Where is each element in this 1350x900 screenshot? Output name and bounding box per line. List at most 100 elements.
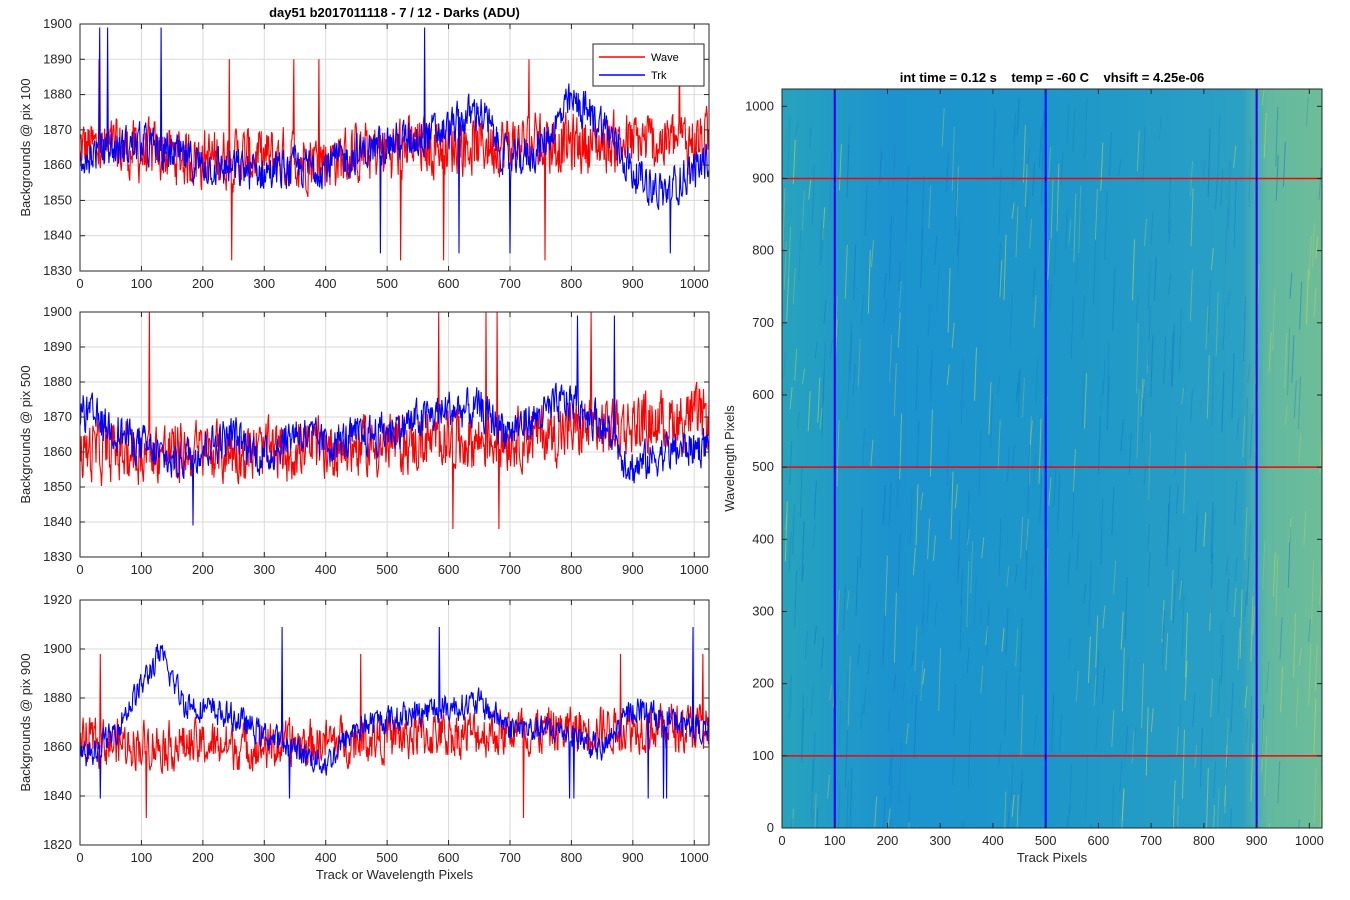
- texture-streak: [1025, 518, 1029, 550]
- series-lines: [79, 626, 710, 819]
- texture-streak: [913, 694, 917, 760]
- texture-streak: [955, 166, 959, 217]
- y-tick-label: 1880: [43, 87, 72, 102]
- texture-streak: [1178, 308, 1182, 372]
- texture-streak: [1171, 323, 1175, 387]
- texture-streak: [1041, 113, 1044, 152]
- texture-streak: [1170, 331, 1174, 388]
- texture-streak: [954, 484, 958, 509]
- texture-streak: [791, 808, 794, 828]
- y-tick-label: 1880: [43, 690, 72, 705]
- texture-streak: [1016, 369, 1020, 396]
- texture-streak: [814, 793, 817, 828]
- texture-streak: [1067, 803, 1071, 828]
- texture-streak: [811, 808, 815, 828]
- texture-streak: [855, 556, 859, 617]
- texture-streak: [1244, 591, 1247, 618]
- texture-streak: [1222, 303, 1226, 351]
- texture-streak: [1227, 291, 1231, 308]
- texture-streak: [934, 602, 937, 628]
- texture-streak: [956, 229, 960, 257]
- texture-streak: [844, 730, 848, 789]
- texture-streak: [1015, 206, 1019, 258]
- texture-streak: [916, 420, 920, 468]
- texture-streak: [1104, 191, 1108, 261]
- texture-streak: [1135, 323, 1139, 394]
- texture-streak: [951, 322, 955, 348]
- texture-streak: [893, 592, 897, 663]
- texture-streak: [1075, 257, 1079, 285]
- texture-streak: [892, 143, 896, 189]
- texture-streak: [1311, 560, 1315, 625]
- texture-streak: [846, 590, 850, 610]
- texture-streak: [1205, 305, 1209, 350]
- texture-streak: [966, 647, 970, 674]
- texture-streak: [1087, 636, 1091, 684]
- x-tick-label: 800: [1193, 833, 1215, 848]
- texture-streak: [1146, 340, 1150, 374]
- legend-label-wave: Wave: [651, 52, 679, 64]
- texture-streak: [829, 151, 833, 220]
- texture-streak: [1178, 703, 1182, 743]
- y-tick-label: 500: [752, 459, 774, 474]
- texture-streak: [966, 561, 970, 628]
- texture-streak: [1172, 583, 1176, 624]
- texture-streak: [1293, 613, 1296, 678]
- texture-streak: [792, 139, 796, 185]
- texture-streak: [1029, 420, 1033, 446]
- texture-streak: [1102, 667, 1105, 704]
- y-tick-label: 800: [752, 243, 774, 258]
- texture-streak: [1210, 247, 1214, 271]
- texture-streak: [1295, 687, 1299, 728]
- texture-streak: [938, 648, 942, 712]
- heatmap-texture: [782, 89, 1322, 828]
- texture-streak: [908, 793, 911, 828]
- y-axis-label: Backgrounds @ pix 100: [18, 78, 33, 216]
- texture-streak: [1150, 708, 1154, 732]
- texture-streak: [1006, 566, 1010, 588]
- x-tick-label: 100: [131, 850, 153, 865]
- texture-streak: [966, 489, 970, 543]
- texture-streak: [820, 637, 824, 669]
- texture-streak: [963, 820, 966, 828]
- texture-streak: [836, 590, 840, 635]
- x-tick-label: 200: [192, 562, 214, 577]
- x-tick-label: 1000: [680, 276, 709, 291]
- y-tick-label: 1900: [43, 16, 72, 31]
- texture-streak: [951, 126, 955, 191]
- texture-streak: [862, 427, 866, 467]
- texture-streak: [1148, 432, 1152, 500]
- texture-streak: [1083, 583, 1087, 604]
- texture-streak: [1217, 788, 1220, 828]
- legend: Wave Trk: [592, 43, 705, 87]
- texture-streak: [871, 239, 874, 268]
- x-tick-label: 100: [824, 833, 846, 848]
- texture-streak: [1059, 714, 1062, 754]
- texture-streak: [1163, 337, 1167, 384]
- texture-streak: [1166, 503, 1170, 567]
- texture-streak: [814, 341, 818, 359]
- texture-streak: [1237, 627, 1241, 671]
- texture-streak: [1004, 671, 1008, 736]
- texture-streak: [801, 190, 805, 231]
- texture-streak: [812, 522, 816, 549]
- x-tick-label: 0: [76, 276, 83, 291]
- texture-streak: [1010, 762, 1014, 802]
- texture-streak: [1056, 163, 1060, 232]
- texture-streak: [845, 669, 849, 721]
- texture-streak: [1042, 409, 1046, 460]
- texture-streak: [1308, 619, 1311, 642]
- texture-streak: [882, 611, 886, 666]
- texture-streak: [1298, 376, 1301, 430]
- texture-streak: [1106, 340, 1110, 406]
- texture-streak: [1234, 557, 1238, 582]
- texture-streak: [792, 267, 796, 305]
- texture-streak: [1272, 289, 1276, 350]
- texture-streak: [788, 531, 792, 573]
- texture-streak: [1005, 607, 1009, 657]
- texture-streak: [898, 737, 902, 802]
- texture-streak: [929, 349, 933, 404]
- texture-streak: [1244, 685, 1248, 709]
- x-tick-label: 400: [315, 562, 337, 577]
- texture-streak: [810, 758, 814, 819]
